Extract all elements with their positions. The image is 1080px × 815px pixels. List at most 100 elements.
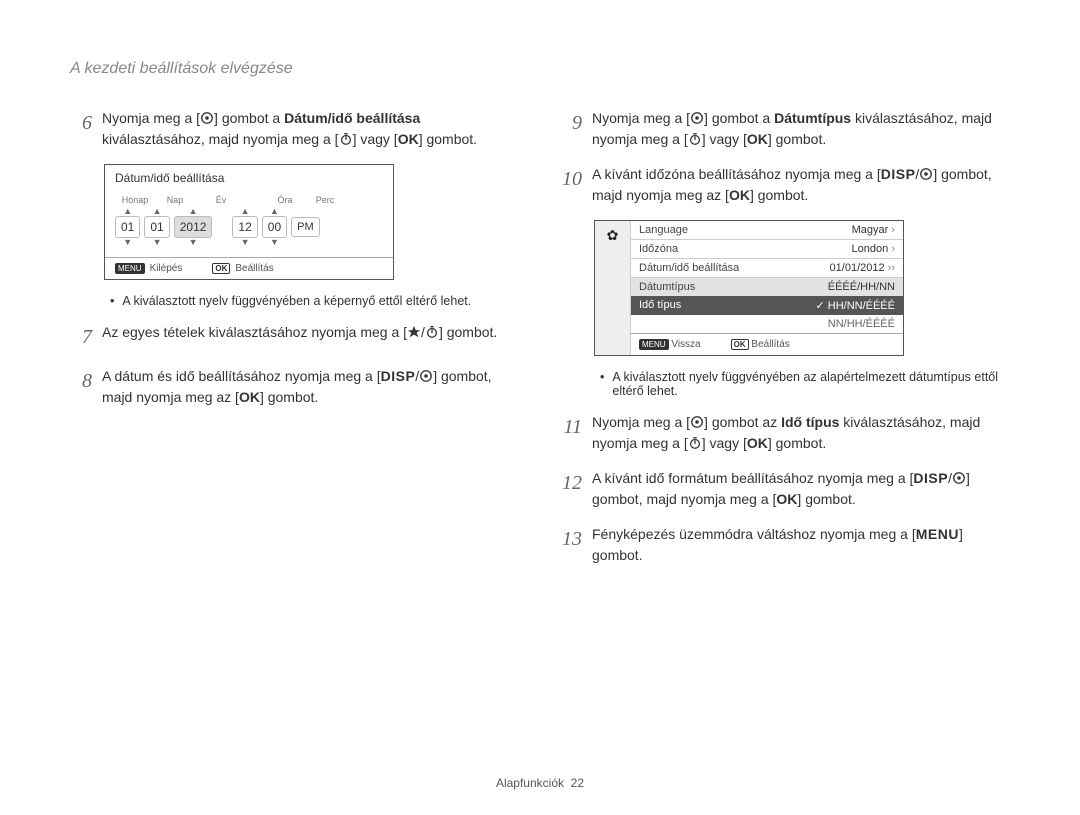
spinner-minute[interactable]: ▲00▼ [262,207,287,247]
step-12: 12 A kívánt idő formátum beállításához n… [560,468,1010,510]
settings-sidebar: ✿ [595,221,631,355]
spinner-month[interactable]: ▲01▼ [115,207,140,247]
step-8: 8 A dátum és idő beállításához nyomja me… [70,366,520,408]
ok-icon: OK [747,131,768,147]
disp-icon: DISP [913,470,948,486]
step-number: 9 [560,108,582,150]
text: ] gombot a [214,110,284,126]
timer-icon [688,132,702,146]
menu-icon: MENU [639,339,669,350]
figure-datetime: Dátum/idő beállítása Hónap Nap Év Óra Pe… [104,164,520,280]
text: ] vagy [ [702,435,747,451]
text: ] vagy [ [353,131,398,147]
disp-icon: DISP [381,368,416,384]
text: Az egyes tételek kiválasztásához nyomja … [102,324,407,340]
chevron-up-icon[interactable]: ▲ [241,207,250,216]
step-10: 10 A kívánt időzóna beállításához nyomja… [560,164,1010,206]
flower-icon [419,369,433,383]
menu-row-datetime[interactable]: Dátum/idő beállítása01/01/2012 [631,259,903,278]
text: A kívánt időzóna beállításához nyomja me… [592,166,881,182]
text: ] gombot. [768,435,826,451]
menu-option[interactable]: NN/HH/ÉÉÉÉ [631,315,903,333]
menu-icon: MENU [115,263,145,274]
timer-icon [339,132,353,146]
step-6: 6 Nyomja meg a [] gombot a Dátum/idő beá… [70,108,520,150]
ok-icon: OK [239,389,260,405]
ok-icon: OK [212,263,230,274]
flower-icon [952,471,966,485]
ok-icon: OK [776,491,797,507]
flower-icon [200,111,214,125]
text: ] gombot a [704,110,774,126]
row-value: ÉÉÉÉ/HH/NN [828,281,895,293]
text: Beállítás [235,263,273,274]
exit-button[interactable]: MENU Kilépés [115,263,182,274]
text: A dátum és idő beállításához nyomja meg … [102,368,381,384]
ok-icon: OK [398,131,419,147]
left-column: 6 Nyomja meg a [] gombot a Dátum/idő beá… [70,108,520,580]
value-day: 01 [144,216,169,238]
label-month: Hónap [115,195,155,205]
spinner-year[interactable]: ▲2012▼ [174,207,213,247]
chevron-up-icon[interactable]: ▲ [189,207,198,216]
chevron-down-icon[interactable]: ▼ [241,238,250,247]
chevron-down-icon[interactable]: ▼ [189,238,198,247]
text: Kilépés [150,263,183,274]
value-month: 01 [115,216,140,238]
row-value: HH/NN/ÉÉÉÉ [815,299,895,312]
flower-icon [690,111,704,125]
chevron-up-icon[interactable]: ▲ [153,207,162,216]
menu-row-timetype[interactable]: Idő típusHH/NN/ÉÉÉÉ [631,296,903,315]
text: ] gombot. [768,131,826,147]
row-value: London [852,243,895,255]
text: Fényképezés üzemmódra váltáshoz nyomja m… [592,526,916,542]
label-minute: Perc [305,195,345,205]
text: ] gombot. [260,389,318,405]
chevron-up-icon[interactable]: ▲ [270,207,279,216]
back-button[interactable]: MENU Vissza [639,339,701,350]
step-number: 8 [70,366,92,408]
set-button[interactable]: OK Beállítás [731,339,790,350]
text: Beállítás [751,339,789,350]
text: ] gombot. [797,491,855,507]
step-11: 11 Nyomja meg a [] gombot az Idő típus k… [560,412,1010,454]
screen-settings: ✿ LanguageMagyar IdőzónaLondon Dátum/idő… [594,220,904,356]
step-number: 11 [560,412,582,454]
label-year: Év [195,195,247,205]
right-column: 9 Nyomja meg a [] gombot a Dátumtípus ki… [560,108,1010,580]
menu-row-timezone[interactable]: IdőzónaLondon [631,240,903,259]
step-13: 13 Fényképezés üzemmódra váltáshoz nyomj… [560,524,1010,566]
text: ] gombot. [750,187,808,203]
timer-icon [425,325,439,339]
text: kiválasztásához, majd nyomja meg a [ [102,131,339,147]
value-year: 2012 [174,216,213,238]
chevron-down-icon[interactable]: ▼ [270,238,279,247]
chevron-down-icon[interactable]: ▼ [153,238,162,247]
text-bold: Dátum/idő beállítása [284,110,420,126]
text: ] gombot. [419,131,477,147]
chevron-down-icon[interactable]: ▼ [123,238,132,247]
screen-title: Dátum/idő beállítása [105,165,393,191]
set-button[interactable]: OK Beállítás [212,263,273,274]
text: ] gombot az [704,414,781,430]
step-9: 9 Nyomja meg a [] gombot a Dátumtípus ki… [560,108,1010,150]
spinner-ampm[interactable]: PM [291,217,320,237]
spinner-hour[interactable]: ▲12▼ [232,207,257,247]
ok-icon: OK [731,339,749,350]
menu-row-language[interactable]: LanguageMagyar [631,221,903,240]
step-number: 12 [560,468,582,510]
text: Vissza [671,339,700,350]
row-label: Language [639,224,688,236]
step-number: 13 [560,524,582,566]
text-bold: Idő típus [781,414,839,430]
step-number: 7 [70,322,92,352]
chevron-up-icon[interactable]: ▲ [123,207,132,216]
label-day: Nap [155,195,195,205]
row-label: Dátumtípus [639,281,695,293]
value-ampm: PM [291,217,320,237]
value-hour: 12 [232,216,257,238]
step-number: 10 [560,164,582,206]
spinner-day[interactable]: ▲01▼ [144,207,169,247]
text: A kívánt idő formátum beállításához nyom… [592,470,913,486]
menu-row-datetype[interactable]: Dátumtípus ÉÉÉÉ/HH/NN [631,278,903,296]
